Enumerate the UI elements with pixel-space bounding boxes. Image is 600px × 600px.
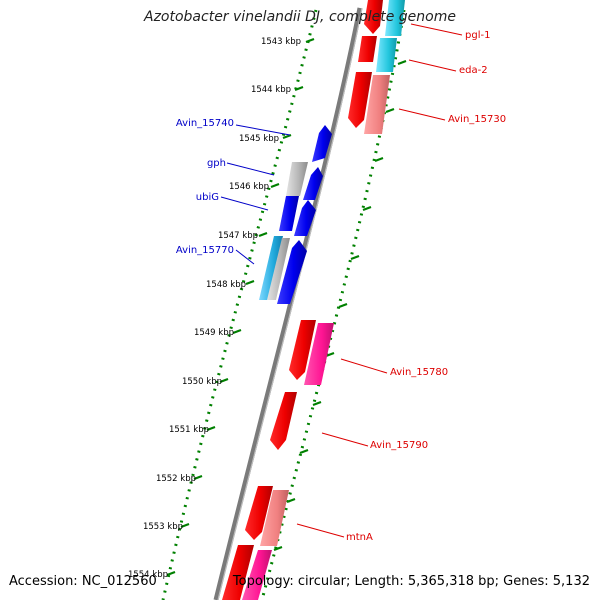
kbp-label: 1543 kbp bbox=[261, 37, 301, 47]
right-connectors bbox=[296, 23, 463, 538]
gene-arrow[interactable] bbox=[222, 545, 254, 600]
gene-arrow[interactable] bbox=[364, 75, 390, 134]
gene-arrow[interactable] bbox=[289, 320, 316, 380]
kbp-label: 1551 kbp bbox=[169, 425, 209, 435]
kbp-label: 1548 kbp bbox=[206, 280, 246, 290]
major-ticks bbox=[166, 37, 315, 577]
gene-label: pgl-1 bbox=[465, 30, 490, 41]
topology-label: Topology: circular; Length: 5,365,318 bp… bbox=[232, 574, 590, 589]
gene-arrow[interactable] bbox=[270, 392, 297, 450]
genome-title: Azotobacter vinelandii DJ, complete geno… bbox=[144, 9, 456, 25]
kbp-label: 1552 kbp bbox=[156, 474, 196, 484]
kbp-label: 1554 kbp bbox=[128, 570, 168, 580]
gene-arrow[interactable] bbox=[267, 238, 290, 300]
kbp-label: 1544 kbp bbox=[251, 85, 291, 95]
kbp-label: 1549 kbp bbox=[194, 328, 234, 338]
kbp-label: 1553 kbp bbox=[143, 522, 183, 532]
left-connectors bbox=[220, 124, 291, 265]
kbp-label: 1546 kbp bbox=[229, 182, 269, 192]
gene-label: eda-2 bbox=[459, 65, 488, 76]
gene-arrow[interactable] bbox=[294, 200, 316, 236]
gene-arrow[interactable] bbox=[303, 167, 323, 200]
gene-arrow[interactable] bbox=[364, 0, 383, 34]
gene-label: Avin_15740 bbox=[176, 118, 234, 129]
kbp-label: 1545 kbp bbox=[239, 134, 279, 144]
gene-arrow[interactable] bbox=[242, 550, 272, 600]
gene-arrow[interactable] bbox=[286, 162, 308, 196]
genome-backbone-highlight bbox=[217, 7, 363, 600]
kbp-label: 1547 kbp bbox=[218, 231, 258, 241]
gene-label: Avin_15780 bbox=[390, 367, 448, 378]
gene-arrow[interactable] bbox=[279, 196, 299, 231]
inner-ring-ticks bbox=[273, 59, 407, 552]
gene-arrow[interactable] bbox=[259, 236, 283, 300]
gene-arrow[interactable] bbox=[304, 323, 334, 385]
gene-arrow[interactable] bbox=[358, 36, 377, 62]
gene-label: Avin_15790 bbox=[370, 440, 428, 451]
accession-label: Accession: NC_012560 bbox=[9, 574, 157, 589]
kbp-labels: 1543 kbp 1544 kbp 1545 kbp 1546 kbp 1547 kbp… bbox=[128, 37, 301, 580]
gene-arrow[interactable] bbox=[385, 0, 405, 36]
gene-arrow[interactable] bbox=[260, 490, 289, 546]
right-gene-labels: pgl-1 eda-2 Avin_15730 Avin_15780 Avin_15790… bbox=[346, 30, 506, 543]
gene-label: Avin_15770 bbox=[176, 245, 234, 256]
gene-features bbox=[222, 0, 405, 600]
gene-label: mtnA bbox=[346, 532, 373, 543]
kbp-label: 1550 kbp bbox=[182, 377, 222, 387]
gene-label: ubiG bbox=[196, 192, 219, 203]
gene-arrow[interactable] bbox=[348, 72, 372, 128]
gene-label: gph bbox=[207, 158, 226, 169]
gene-arrow[interactable] bbox=[312, 125, 332, 162]
gene-arrow[interactable] bbox=[376, 38, 397, 72]
gene-label: Avin_15730 bbox=[448, 114, 506, 125]
gene-arrow[interactable] bbox=[277, 240, 307, 304]
gene-arrow[interactable] bbox=[245, 486, 273, 540]
outer-tick-ring bbox=[161, 9, 318, 600]
